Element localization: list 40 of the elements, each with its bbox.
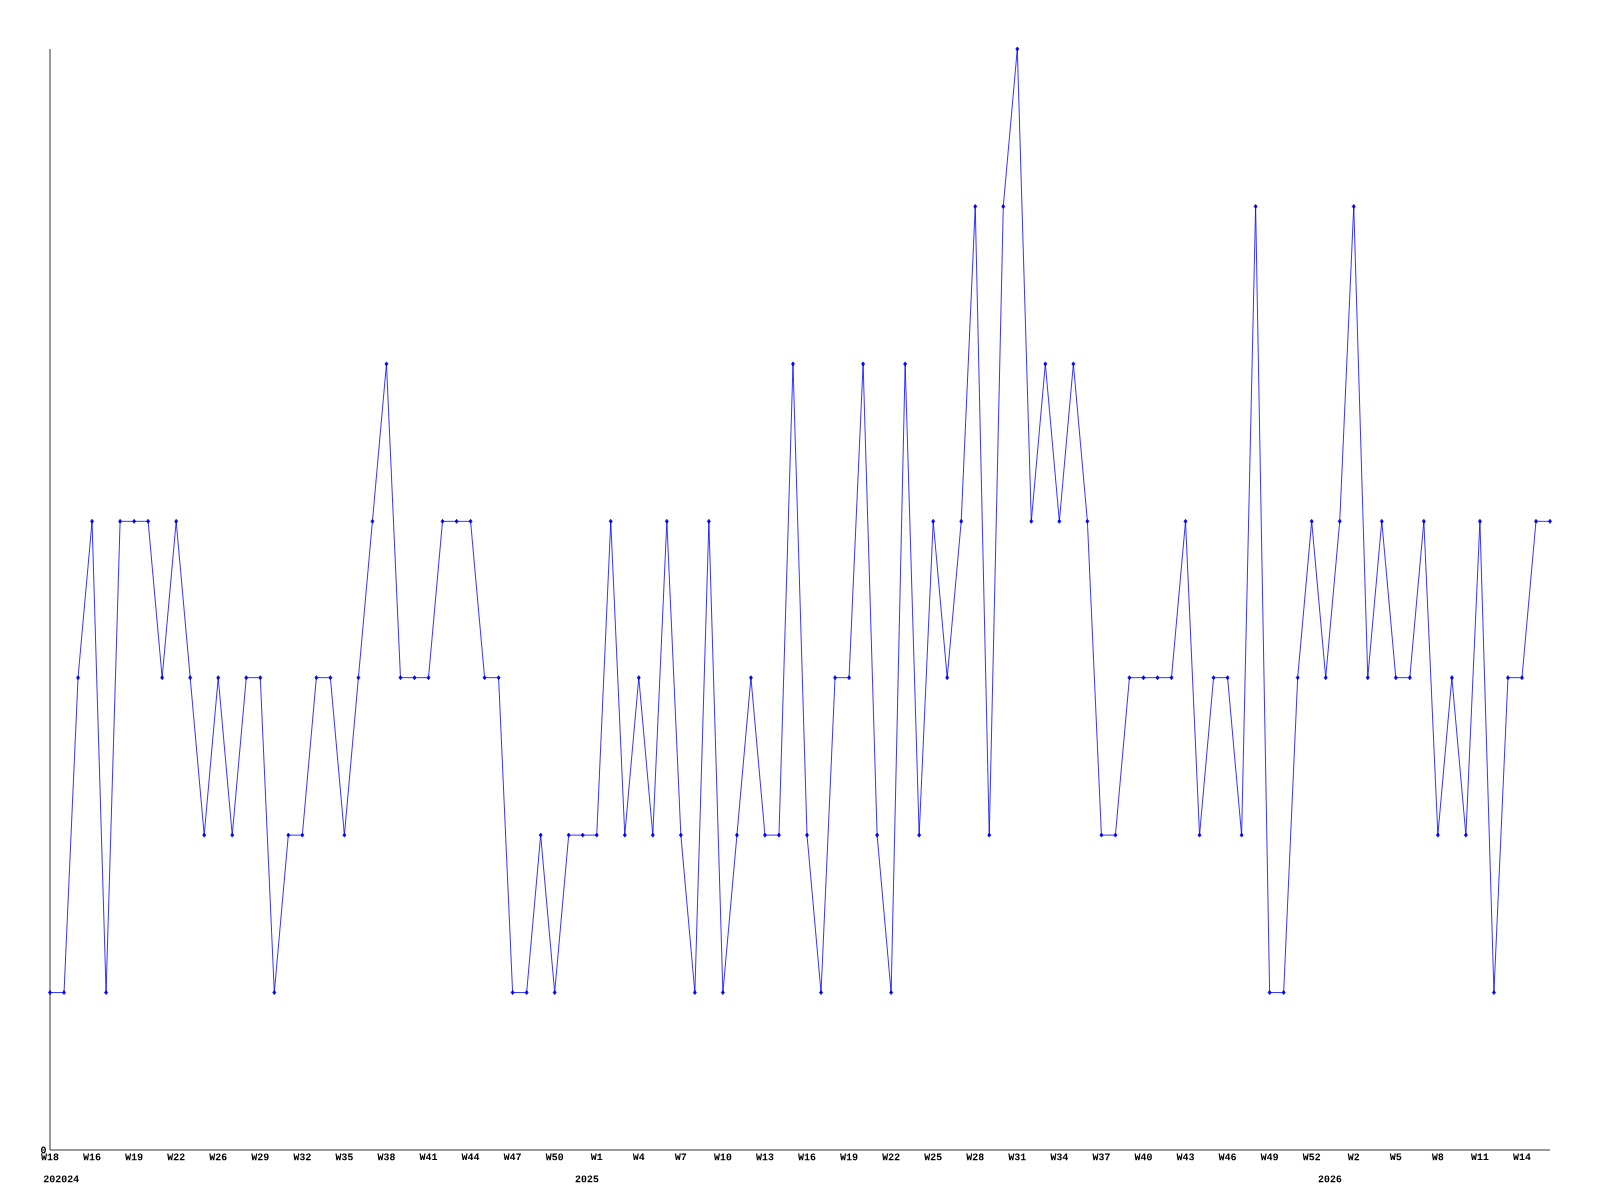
x-tick-label: W28 — [966, 1153, 984, 1161]
text: 2026 — [1318, 1175, 1342, 1183]
x-tick-label: W50 — [545, 1153, 564, 1161]
x-tick-label: W14 — [1513, 1153, 1531, 1161]
x-tick-label: W19 — [840, 1153, 858, 1161]
x-tick-label: W11 — [1470, 1153, 1489, 1161]
x-tick-label: W1 — [590, 1153, 603, 1161]
x-tick-label: W52 — [1302, 1153, 1321, 1161]
x-tick-label: W16 — [83, 1153, 101, 1161]
x-tick-label: W29 — [251, 1153, 269, 1161]
x-tick-label: W18 — [41, 1153, 59, 1161]
text: 0 — [41, 1146, 46, 1154]
x-tick-label: W32 — [293, 1153, 311, 1161]
x-tick-label: W19 — [125, 1153, 143, 1161]
x-tick-label: W26 — [209, 1153, 227, 1161]
x-tick-label: W40 — [1134, 1153, 1152, 1161]
x-tick-label: W25 — [924, 1153, 942, 1161]
x-tick-label: W43 — [1176, 1153, 1194, 1161]
x-tick-label: W31 — [1008, 1153, 1026, 1161]
x-tick-label: W8 — [1431, 1153, 1444, 1161]
x-tick-label: W46 — [1218, 1153, 1236, 1161]
x-tick-label: W16 — [798, 1153, 816, 1161]
x-tick-label: W37 — [1092, 1153, 1110, 1161]
x-tick-label: W44 — [461, 1153, 480, 1161]
x-tick-label: W47 — [503, 1153, 521, 1161]
x-tick-label: W35 — [335, 1153, 353, 1161]
x-tick-label: W4 — [632, 1153, 645, 1161]
x-tick-label: W34 — [1050, 1153, 1069, 1161]
x-tick-label: W22 — [167, 1153, 185, 1161]
x-tick-label: W7 — [674, 1153, 687, 1161]
x-tick-label: W10 — [713, 1153, 732, 1161]
text: 2025 — [575, 1175, 599, 1183]
text: 202024 — [43, 1175, 79, 1183]
x-tick-label: W49 — [1260, 1153, 1279, 1161]
x-tick-label: W2 — [1347, 1153, 1360, 1161]
x-tick-label: W22 — [882, 1153, 900, 1161]
x-tick-label: W41 — [419, 1153, 438, 1161]
x-tick-label: W5 — [1389, 1153, 1402, 1161]
x-tick-label: W38 — [377, 1153, 395, 1161]
x-tick-label: W13 — [755, 1153, 774, 1161]
